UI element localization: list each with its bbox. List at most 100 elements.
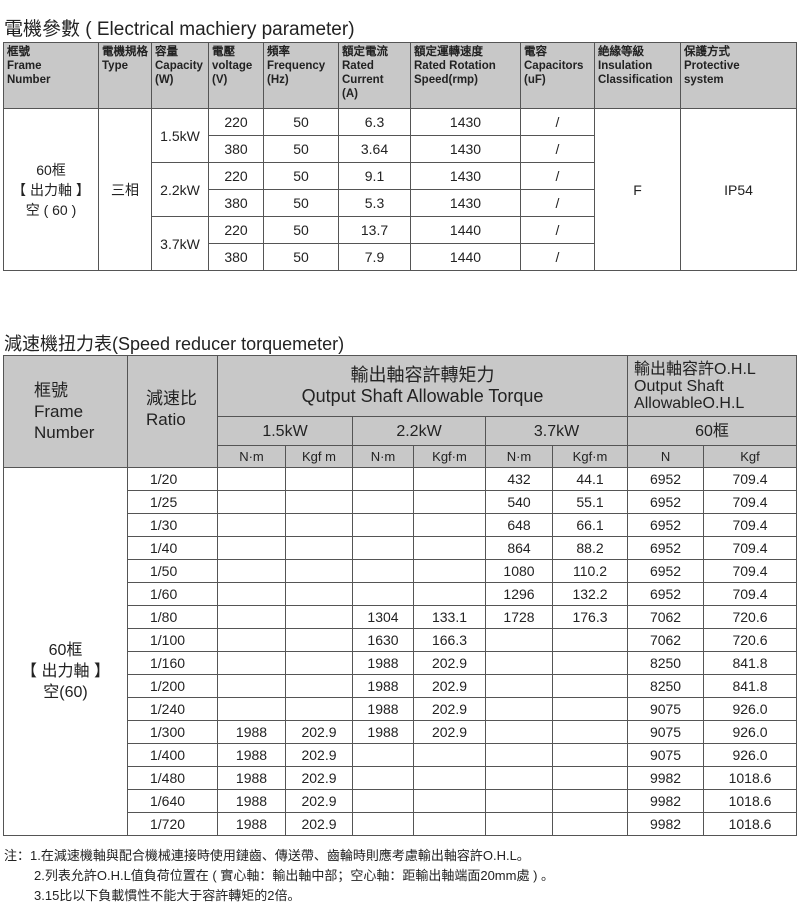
data-cell: 202.9 (285, 743, 353, 767)
data-cell: / (520, 216, 595, 244)
data-cell (217, 536, 286, 560)
header-cell: 容量 Capacity (W) (151, 42, 209, 109)
capacity-cell: 1.5kW (151, 108, 209, 163)
data-cell: / (520, 243, 595, 271)
data-cell (285, 582, 353, 606)
data-cell: 9075 (627, 743, 705, 767)
unit-header: Kgf m (285, 445, 353, 468)
header-line: voltage (212, 60, 253, 72)
ratio-cell: 1/30 (127, 513, 218, 537)
torque-title: 減速機扭力表(Speed reducer torquemeter) (4, 334, 345, 354)
ratio-cell: 1/720 (127, 812, 218, 836)
data-cell (485, 789, 553, 813)
note-1: 注：1.在減速機軸與配合機械連接時使用鏈齒、傳送帶、齒輪時則應考慮輸出軸容許O.… (4, 848, 530, 863)
data-cell: 220 (208, 162, 264, 190)
data-cell (217, 651, 286, 675)
data-cell: 9075 (627, 720, 705, 744)
data-cell (217, 559, 286, 583)
data-cell (285, 513, 353, 537)
data-cell: 133.1 (413, 605, 486, 629)
data-cell: 8250 (627, 674, 705, 698)
data-cell: 1630 (352, 628, 414, 652)
data-cell: 380 (208, 135, 264, 163)
data-cell: 709.4 (703, 513, 797, 537)
header-line: Rated Rotation (414, 60, 496, 72)
data-cell (352, 559, 414, 583)
data-cell: 1430 (410, 189, 521, 217)
table-row: 1/400 1988 202.9 9075 926.0 (4, 743, 797, 767)
header-cell: 電壓 voltage (V) (208, 42, 264, 109)
data-cell (352, 467, 414, 491)
header-line: 輸出軸容許轉矩力 (350, 365, 495, 385)
header-line: (A) (342, 88, 358, 100)
data-cell (485, 674, 553, 698)
data-cell (285, 674, 353, 698)
data-cell: / (520, 108, 595, 136)
data-cell (352, 812, 414, 836)
data-cell: 44.1 (551, 467, 629, 491)
data-cell (352, 789, 414, 813)
data-cell (485, 651, 553, 675)
header-cell: 頻率 Frequency (Hz) (263, 42, 339, 109)
header-line: 空(60) (43, 684, 88, 701)
note-2: 2.列表允許O.H.L值負荷位置在 ( 實心軸：輸出軸中部；空心軸：距輸出軸端面… (34, 868, 555, 883)
ratio-cell: 1/480 (127, 766, 218, 790)
header-line: Classification (598, 74, 673, 86)
data-cell (485, 766, 553, 790)
data-cell: 1988 (217, 743, 286, 767)
header-line: Insulation (598, 60, 653, 72)
header-line: AllowableO.H.L (634, 394, 745, 412)
data-cell: 110.2 (551, 559, 629, 583)
data-cell: 202.9 (413, 720, 486, 744)
table-row: 1/50 1080 110.2 6952 709.4 (4, 559, 797, 583)
data-cell: 720.6 (703, 628, 797, 652)
data-cell: 202.9 (413, 674, 486, 698)
data-cell (413, 559, 486, 583)
data-cell: / (520, 189, 595, 217)
data-cell: 841.8 (703, 674, 797, 698)
ratio-cell: 1/400 (127, 743, 218, 767)
ratio-cell: 1/240 (127, 697, 218, 721)
table-row: 60框【 出力軸 】空 ( 60 ) 三相 1.5kW 220 50 6.3 1430/F I… (3, 108, 797, 271)
data-cell (352, 766, 414, 790)
table-row: 1/40 864 88.2 6952 709.4 (4, 536, 797, 560)
data-cell: 50 (263, 162, 339, 190)
data-cell (413, 582, 486, 606)
data-cell (285, 559, 353, 583)
header-line: 【 出力軸 】 (12, 181, 90, 198)
ratio-cell: 1/300 (127, 720, 218, 744)
header-line: 額定電流 (342, 46, 388, 58)
frame-header: 框號 Frame Number (3, 355, 128, 468)
data-cell (285, 651, 353, 675)
data-cell (217, 490, 286, 514)
header-line: 【 出力軸 】 (21, 663, 110, 680)
ratio-cell: 1/20 (127, 467, 218, 491)
data-cell: 220 (208, 216, 264, 244)
header-line: 絶緣等級 (598, 46, 644, 58)
data-cell (551, 812, 629, 836)
data-cell: 6.3 (338, 108, 411, 136)
data-cell: 5.3 (338, 189, 411, 217)
data-cell (413, 490, 486, 514)
data-cell: 926.0 (703, 697, 797, 721)
data-cell: 9075 (627, 697, 705, 721)
data-cell (551, 674, 629, 698)
header-line: (Hz) (267, 74, 289, 86)
header-line: 電機規格 (102, 46, 148, 58)
header-cell: 額定電流 Rated Current (A) (338, 42, 411, 109)
data-cell (352, 490, 414, 514)
ratio-header: 減速比 Ratio (127, 355, 218, 468)
data-cell: 88.2 (551, 536, 629, 560)
ratio-cell: 1/200 (127, 674, 218, 698)
frame-cell: 60框【 出力軸 】空(60) (3, 467, 128, 836)
data-cell (352, 513, 414, 537)
header-line: 框號 (7, 46, 30, 58)
data-cell (413, 812, 486, 836)
data-cell: 709.4 (703, 536, 797, 560)
data-cell: 709.4 (703, 490, 797, 514)
unit-header: N·m (352, 445, 414, 468)
data-cell: 50 (263, 135, 339, 163)
data-cell: 176.3 (551, 605, 629, 629)
data-cell (217, 605, 286, 629)
data-cell: / (520, 162, 595, 190)
